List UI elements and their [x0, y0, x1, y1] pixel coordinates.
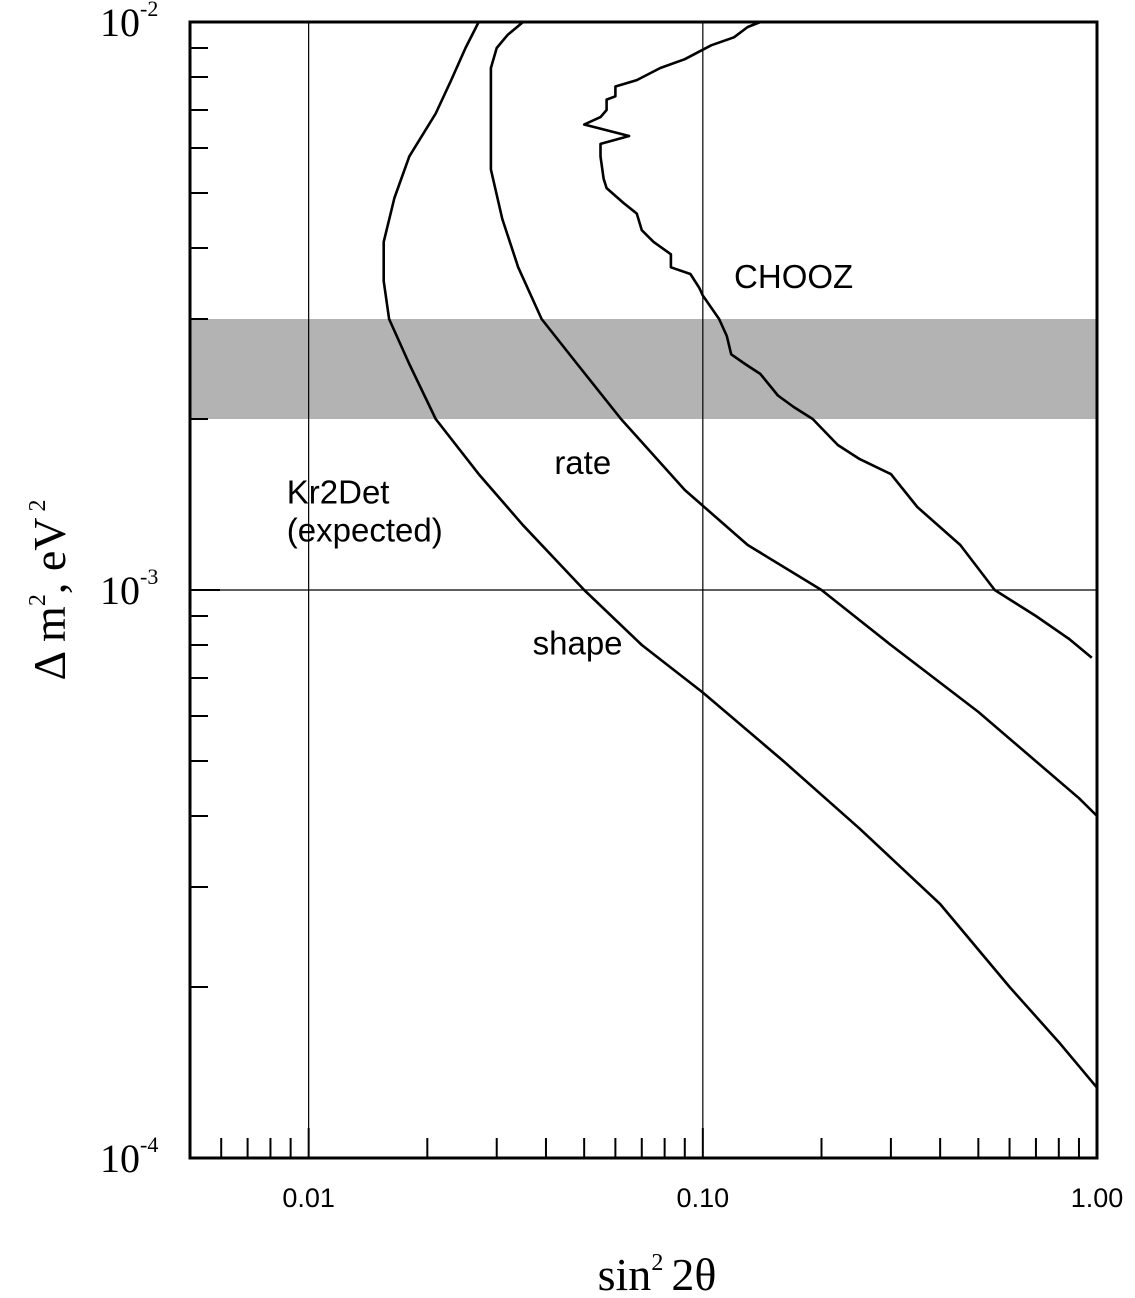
y-tick-label-exponent: -4	[140, 1132, 158, 1157]
plot-frame	[188, 20, 1099, 1160]
y-tick-label: 10-4	[100, 1132, 158, 1181]
gray-band-layer	[190, 318, 1097, 420]
x-axis-title-sup: 2	[651, 1250, 663, 1276]
y-tick-label-base: 10	[100, 568, 140, 613]
annotation-line: (expected)	[287, 512, 443, 549]
x-tick-label: 1.00	[1071, 1183, 1124, 1213]
y-axis-title-delta: Δ m	[24, 606, 75, 681]
series-layer	[382, 20, 1098, 1089]
y-axis-title-mid: , eV	[24, 518, 75, 595]
y-tick-label-base: 10	[100, 0, 140, 45]
x-axis-title-rest: 2θ	[671, 1249, 716, 1298]
grid-layer	[190, 22, 1097, 1158]
annotation-line: rate	[554, 444, 611, 481]
annotation-kr2det: Kr2Det (expected)	[287, 474, 443, 549]
x-axis-title: sin2 2θ	[598, 1249, 717, 1298]
y-tick-label-exponent: -2	[140, 0, 158, 21]
annotation-line: CHOOZ	[734, 258, 853, 295]
y-tick-label-base: 10	[100, 1136, 140, 1181]
y-tick-label: 10-2	[100, 0, 158, 45]
series-rate-curve	[489, 20, 1098, 817]
y-tick-label: 10-3	[100, 564, 158, 613]
annotation-line: Kr2Det	[287, 474, 390, 511]
y-tick-label-exponent: -3	[140, 564, 158, 589]
y-axis-title-sup2: 2	[25, 500, 51, 512]
series-chooz-curve	[582, 20, 1093, 659]
annotation-rate: rate	[554, 444, 611, 481]
y-axis-title-sup1: 2	[25, 594, 51, 606]
annotation-line: shape	[533, 624, 623, 661]
x-tick-label: 0.10	[677, 1183, 730, 1213]
annotation-shape: shape	[533, 624, 623, 661]
x-tick-label: 0.01	[282, 1183, 335, 1213]
shaded-band	[190, 318, 1097, 420]
series-shape-curve	[382, 21, 1098, 1089]
x-axis-title-base: sin	[598, 1249, 652, 1298]
annotation-chooz: CHOOZ	[734, 258, 853, 295]
annotations-layer: CHOOZ rate Kr2Det (expected) shape	[287, 258, 853, 661]
y-axis-title: Δ m2, eV2	[24, 500, 75, 681]
